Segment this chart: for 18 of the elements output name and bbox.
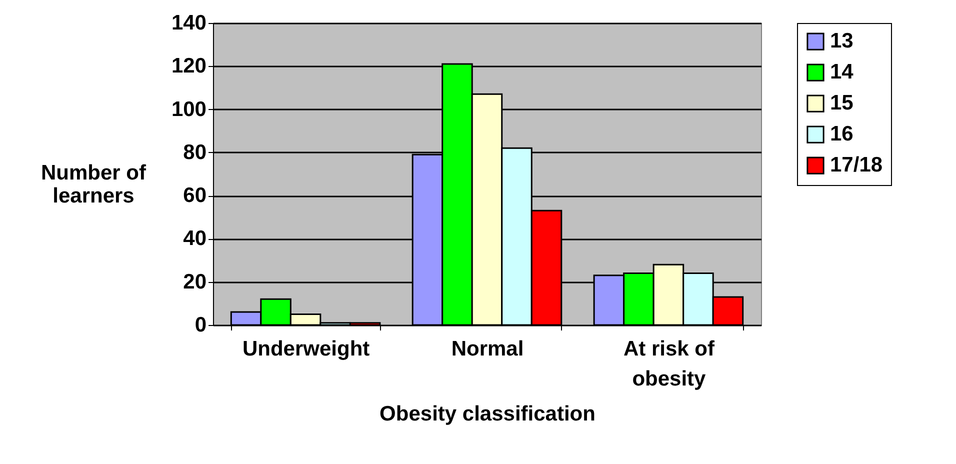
legend-label: 17/18 (830, 154, 883, 176)
x-tick-label: Normal (451, 338, 524, 360)
y-axis-title: Number of learners (41, 162, 148, 208)
x-axis-title: Obesity classification (380, 402, 596, 426)
x-tick-label: At risk of obesity (623, 338, 716, 390)
y-tick-label: 0 (194, 314, 206, 336)
y-tick-label: 20 (183, 270, 206, 294)
x-tick-label: Underweight (242, 338, 370, 360)
y-tick-label: 140 (171, 12, 206, 34)
y-tick-label: 40 (183, 227, 206, 250)
legend-label: 15 (830, 92, 854, 114)
y-tick-label: 120 (171, 54, 206, 78)
legend-label: 16 (830, 122, 854, 146)
y-tick-label: 60 (183, 184, 206, 208)
legend-label: 14 (830, 60, 854, 84)
y-tick-label: 100 (171, 98, 206, 121)
legend-label: 13 (830, 30, 854, 52)
y-tick-label: 80 (183, 140, 206, 164)
